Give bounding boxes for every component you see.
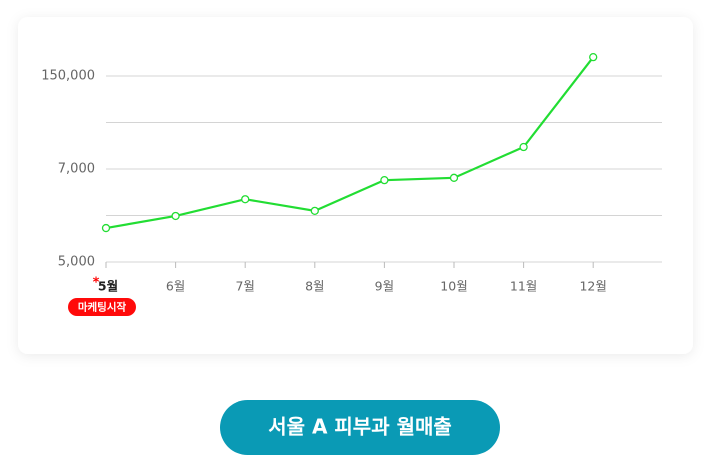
y-tick-label: 150,000 — [41, 69, 95, 84]
x-tick-label: 11월 — [510, 279, 537, 294]
x-tick-label: 6월 — [166, 279, 185, 294]
x-tick-label: 9월 — [375, 279, 394, 294]
data-point — [241, 195, 250, 204]
title-button[interactable] — [220, 400, 500, 455]
x-tick-label: 12월 — [579, 279, 606, 294]
series-line — [105, 56, 595, 230]
data-point — [310, 206, 319, 216]
x-tick-label: 5월 — [98, 279, 118, 294]
data-point — [589, 52, 598, 62]
data-point — [101, 223, 111, 233]
data-point — [380, 176, 389, 185]
y-tick-label: 5,000 — [58, 255, 95, 270]
data-point — [171, 211, 180, 221]
x-tick-label: 10월 — [440, 279, 467, 294]
y-tick-label: 7,000 — [58, 162, 95, 177]
data-point — [449, 173, 459, 182]
data-point — [519, 142, 528, 152]
highlight-marker: * — [93, 276, 100, 291]
annotation-pill — [68, 298, 136, 316]
annotation: 마케팅시작 — [78, 301, 127, 314]
button-label[interactable]: 서울 A 피부과 월매출 — [268, 415, 452, 439]
x-tick-label: 7월 — [235, 279, 254, 294]
chart-card — [18, 17, 693, 354]
x-tick-label: 8월 — [305, 279, 324, 294]
